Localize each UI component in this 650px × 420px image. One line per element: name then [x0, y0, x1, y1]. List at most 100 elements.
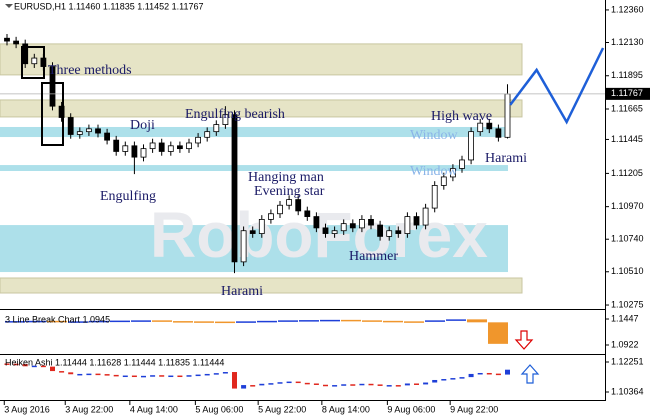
candle-body: [358, 219, 365, 229]
annotation: Three methods: [48, 63, 132, 78]
line-break-block: [173, 321, 193, 323]
annotation: Doji: [130, 118, 155, 133]
y-tick-label: 1.12130: [611, 37, 644, 47]
line-break-block: [47, 320, 67, 323]
candle-body: [86, 128, 92, 133]
heiken-ashi-bar: [250, 385, 256, 387]
heiken-ashi-bar: [295, 381, 301, 384]
heiken-ashi-bar: [259, 383, 265, 386]
heiken-ashi-bar: [313, 383, 319, 385]
candle-body: [495, 128, 502, 138]
heiken-ashi-bar: [368, 383, 374, 386]
candle-body: [422, 207, 429, 226]
candle-body: [13, 40, 20, 45]
line-break-block: [467, 319, 487, 323]
candle-body: [431, 185, 438, 209]
candle-body: [340, 223, 347, 232]
heiken-ashi-bar: [13, 363, 19, 366]
candle-body: [504, 93, 511, 138]
heiken-ashi-bar: [432, 379, 438, 383]
zones: [0, 43, 523, 294]
watermark: RoboForex: [150, 199, 488, 271]
line-break-block: [488, 322, 508, 344]
header-icon: [5, 4, 13, 8]
x-tick-label: 3 Aug 2016: [4, 404, 50, 414]
y-tick-label: 1.12251: [611, 356, 644, 366]
heiken-ashi-bar: [477, 372, 483, 375]
x-tick-label: 5 Aug 22:00: [258, 404, 306, 414]
x-tick-label: 4 Aug 14:00: [130, 404, 178, 414]
heiken-ashi-bar: [450, 378, 456, 380]
heiken-ashi-bar: [195, 374, 201, 377]
candle-body: [395, 230, 402, 234]
annotation: Harami: [221, 284, 263, 299]
heiken-ashi-bar: [414, 383, 419, 385]
candle-body: [213, 124, 220, 133]
candle-body: [58, 105, 65, 118]
y-tick-label: 1.1447: [611, 313, 639, 323]
heiken-ashi-bar: [359, 383, 365, 386]
line-break-block: [110, 320, 130, 323]
line-break-block: [446, 319, 466, 321]
heiken-ashi-bar: [332, 385, 338, 387]
candle-body: [122, 145, 129, 152]
heiken-ashi-bar: [377, 384, 383, 386]
heiken-ashi-bar: [86, 373, 92, 376]
heiken-ashi-bar: [22, 364, 28, 367]
zone: [0, 277, 523, 294]
candle-body: [331, 230, 338, 234]
heiken-ashi-bar: [241, 385, 247, 389]
candle-body: [104, 132, 110, 141]
candle-body: [258, 219, 265, 234]
annotation: Hanging man: [248, 170, 324, 185]
candle-body: [267, 213, 274, 220]
x-tick-label: 9 Aug 06:00: [387, 404, 435, 414]
line-break-block: [299, 320, 319, 322]
heiken-ashi-bar: [395, 385, 401, 387]
candle-body: [131, 145, 138, 158]
heiken-ashi-bar: [31, 365, 37, 368]
candle-body: [413, 216, 420, 226]
heiken-ashi-bar: [168, 375, 174, 378]
line-break-block: [68, 321, 88, 323]
forecast-line: [509, 47, 605, 125]
candle-body: [313, 216, 320, 229]
line-break-block: [404, 321, 424, 323]
candle-body: [76, 131, 83, 135]
y-tick-label: 1.10970: [611, 201, 644, 211]
heiken-ashi-bar: [59, 371, 65, 373]
candle-body: [295, 199, 302, 212]
candle-body: [67, 117, 74, 135]
zone: [0, 165, 508, 171]
candle-body: [286, 199, 293, 206]
candle-body: [459, 159, 465, 169]
heiken-ashi-bar: [459, 377, 465, 379]
candle-body: [486, 122, 493, 130]
heiken-ashi-bar: [423, 382, 429, 385]
line-break-block: [5, 321, 25, 323]
heiken-ashi-bar: [495, 373, 501, 376]
candle-body: [449, 168, 456, 178]
annotation: Hammer: [349, 249, 398, 264]
y-tick-label: 1.10510: [611, 266, 644, 276]
heiken-ashi-bar: [323, 384, 328, 387]
zone: [0, 99, 523, 118]
candle-body: [440, 176, 447, 186]
candle-body: [322, 227, 329, 234]
candle-body: [404, 216, 411, 234]
heiken-ashi-bar: [222, 372, 228, 374]
heiken-ashi-bar: [186, 375, 192, 377]
line-break-block: [362, 320, 382, 322]
x-tick-label: 9 Aug 22:00: [450, 404, 498, 414]
candle-body: [349, 223, 356, 229]
heiken-ashi-bar: [341, 384, 347, 386]
candle-body: [240, 230, 247, 263]
heiken-ashi-bar: [213, 373, 219, 375]
heiken-ashi-bar: [441, 379, 447, 381]
marks: 1.12360 1.12130 1.11895 1.11665 1.11445 1.112…: [0, 4, 650, 414]
heiken-ashi-bar: [104, 374, 110, 376]
candle-body: [186, 142, 192, 150]
y-tick-label: 1.0922: [611, 339, 639, 349]
annotation: Engulfing bearish: [185, 107, 285, 122]
heiken-ashi-bar: [40, 365, 46, 368]
